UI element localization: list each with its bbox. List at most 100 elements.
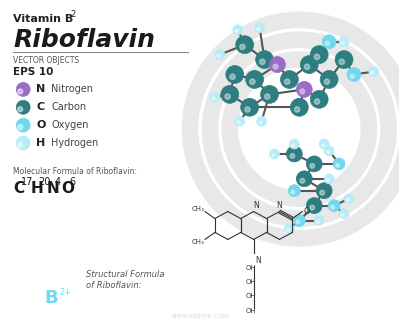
Circle shape bbox=[310, 46, 328, 64]
Circle shape bbox=[339, 59, 344, 65]
Circle shape bbox=[18, 107, 23, 112]
Text: 6: 6 bbox=[69, 177, 75, 187]
Circle shape bbox=[260, 85, 278, 103]
Circle shape bbox=[335, 51, 353, 68]
Circle shape bbox=[339, 209, 349, 219]
Text: N: N bbox=[254, 201, 259, 210]
Circle shape bbox=[314, 99, 320, 104]
Circle shape bbox=[369, 67, 379, 76]
Circle shape bbox=[322, 144, 324, 147]
Circle shape bbox=[320, 190, 324, 195]
Circle shape bbox=[306, 156, 322, 172]
Text: H: H bbox=[30, 181, 43, 196]
Circle shape bbox=[16, 136, 30, 150]
Circle shape bbox=[371, 71, 374, 74]
Text: VECTOR OBJECTS: VECTOR OBJECTS bbox=[13, 56, 79, 65]
Circle shape bbox=[341, 213, 344, 216]
Text: 20: 20 bbox=[38, 177, 50, 187]
Circle shape bbox=[336, 164, 339, 167]
Text: N: N bbox=[47, 181, 60, 196]
Circle shape bbox=[310, 164, 315, 168]
Circle shape bbox=[347, 68, 361, 82]
Text: CH₃: CH₃ bbox=[192, 205, 205, 212]
Text: Oxygen: Oxygen bbox=[51, 120, 88, 130]
Circle shape bbox=[257, 116, 266, 126]
Text: OH: OH bbox=[246, 293, 256, 299]
Circle shape bbox=[273, 64, 278, 69]
Text: Molecular Formula of Riboflavin:: Molecular Formula of Riboflavin: bbox=[13, 167, 137, 176]
Circle shape bbox=[265, 94, 270, 99]
Circle shape bbox=[296, 171, 312, 187]
Circle shape bbox=[344, 194, 354, 204]
Circle shape bbox=[310, 90, 328, 108]
Circle shape bbox=[341, 42, 344, 44]
Circle shape bbox=[324, 174, 334, 184]
Circle shape bbox=[289, 139, 299, 149]
Text: N: N bbox=[276, 201, 282, 210]
Circle shape bbox=[233, 25, 243, 35]
Circle shape bbox=[292, 144, 295, 147]
Circle shape bbox=[16, 118, 30, 132]
Circle shape bbox=[256, 51, 274, 68]
Text: OH: OH bbox=[246, 265, 256, 271]
Circle shape bbox=[18, 89, 23, 94]
Circle shape bbox=[259, 121, 262, 124]
Circle shape bbox=[18, 142, 23, 148]
Circle shape bbox=[240, 44, 245, 50]
Circle shape bbox=[300, 56, 318, 74]
Circle shape bbox=[304, 64, 310, 69]
Circle shape bbox=[306, 198, 322, 213]
Circle shape bbox=[296, 82, 312, 97]
Circle shape bbox=[346, 198, 349, 201]
Circle shape bbox=[235, 29, 238, 33]
Circle shape bbox=[257, 28, 260, 30]
Circle shape bbox=[290, 98, 308, 116]
Circle shape bbox=[18, 125, 23, 130]
Circle shape bbox=[255, 23, 264, 33]
Circle shape bbox=[316, 220, 320, 223]
Circle shape bbox=[333, 158, 345, 170]
Circle shape bbox=[226, 66, 244, 84]
Circle shape bbox=[293, 214, 305, 227]
Text: N: N bbox=[256, 256, 261, 265]
Text: 2+: 2+ bbox=[59, 288, 71, 297]
Circle shape bbox=[300, 89, 305, 94]
Circle shape bbox=[286, 146, 302, 162]
Text: B: B bbox=[44, 289, 58, 307]
Circle shape bbox=[16, 100, 30, 114]
Circle shape bbox=[287, 228, 290, 231]
Circle shape bbox=[236, 36, 254, 54]
Circle shape bbox=[212, 97, 215, 100]
Circle shape bbox=[230, 74, 235, 79]
Circle shape bbox=[300, 178, 305, 183]
Circle shape bbox=[246, 70, 264, 88]
Circle shape bbox=[225, 94, 230, 99]
Circle shape bbox=[322, 35, 336, 49]
Text: OH: OH bbox=[246, 279, 256, 285]
Text: Nitrogen: Nitrogen bbox=[51, 84, 93, 94]
Text: H: H bbox=[36, 138, 45, 148]
Circle shape bbox=[270, 149, 280, 159]
Circle shape bbox=[326, 179, 329, 181]
Text: of Riboflavin:: of Riboflavin: bbox=[86, 281, 141, 290]
Circle shape bbox=[16, 83, 30, 96]
Circle shape bbox=[272, 154, 275, 157]
Circle shape bbox=[324, 146, 334, 156]
Circle shape bbox=[325, 41, 330, 45]
Text: 4: 4 bbox=[55, 177, 61, 187]
Circle shape bbox=[310, 205, 315, 210]
Circle shape bbox=[326, 151, 329, 154]
Circle shape bbox=[250, 79, 255, 84]
Circle shape bbox=[280, 70, 298, 88]
Text: Riboflavin: Riboflavin bbox=[13, 28, 155, 52]
Circle shape bbox=[324, 79, 330, 84]
Circle shape bbox=[270, 57, 286, 73]
Circle shape bbox=[328, 200, 340, 212]
Circle shape bbox=[296, 220, 300, 224]
Text: O: O bbox=[61, 181, 74, 196]
Circle shape bbox=[217, 54, 220, 57]
Circle shape bbox=[260, 59, 265, 65]
Circle shape bbox=[237, 121, 240, 124]
Text: Carbon: Carbon bbox=[51, 102, 86, 112]
Circle shape bbox=[210, 92, 220, 102]
